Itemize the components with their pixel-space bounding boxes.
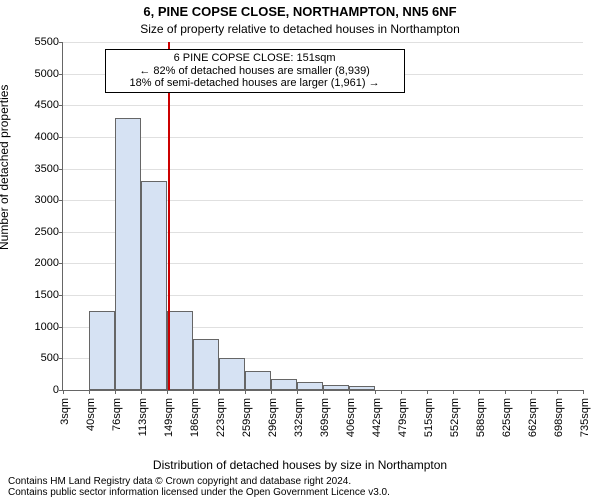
x-axis-label: Distribution of detached houses by size …	[0, 458, 600, 472]
x-tick-mark	[427, 390, 428, 394]
histogram-bar	[167, 311, 193, 390]
histogram-bar	[89, 311, 115, 390]
y-tick-label: 3000	[35, 194, 63, 206]
x-tick-label: 552sqm	[445, 398, 461, 437]
plot-area: 0500100015002000250030003500400045005000…	[62, 42, 583, 391]
footer-attribution: Contains HM Land Registry data © Crown c…	[8, 476, 592, 498]
y-tick-label: 2500	[35, 226, 63, 238]
chart-title: 6, PINE COPSE CLOSE, NORTHAMPTON, NN5 6N…	[0, 4, 600, 19]
chart-subtitle: Size of property relative to detached ho…	[0, 22, 600, 36]
x-tick-mark	[141, 390, 142, 394]
x-tick-label: 369sqm	[315, 398, 331, 437]
x-tick-mark	[505, 390, 506, 394]
x-tick-mark	[89, 390, 90, 394]
y-axis-label: Number of detached properties	[0, 85, 11, 250]
x-tick-label: 698sqm	[549, 398, 565, 437]
x-tick-mark	[63, 390, 64, 394]
x-tick-label: 515sqm	[419, 398, 435, 437]
x-tick-label: 625sqm	[497, 398, 513, 437]
x-tick-label: 442sqm	[367, 398, 383, 437]
y-tick-label: 500	[41, 352, 63, 364]
chart-container: 6, PINE COPSE CLOSE, NORTHAMPTON, NN5 6N…	[0, 0, 600, 500]
y-tick-label: 2000	[35, 257, 63, 269]
x-tick-label: 296sqm	[263, 398, 279, 437]
histogram-bar	[245, 371, 271, 390]
x-tick-mark	[349, 390, 350, 394]
y-tick-label: 1000	[35, 321, 63, 333]
grid-line	[63, 42, 583, 43]
x-tick-label: 149sqm	[159, 398, 175, 437]
histogram-bar	[323, 385, 349, 390]
x-tick-mark	[193, 390, 194, 394]
x-tick-mark	[401, 390, 402, 394]
histogram-bar	[193, 339, 219, 390]
grid-line	[63, 137, 583, 138]
x-tick-mark	[479, 390, 480, 394]
x-tick-mark	[271, 390, 272, 394]
x-tick-mark	[375, 390, 376, 394]
x-tick-label: 406sqm	[341, 398, 357, 437]
x-tick-mark	[115, 390, 116, 394]
property-marker-line	[168, 42, 170, 390]
annotation-line-2: ← 82% of detached houses are smaller (8,…	[110, 65, 400, 78]
x-tick-label: 113sqm	[133, 398, 149, 436]
y-tick-label: 5000	[35, 68, 63, 80]
histogram-bar	[349, 386, 375, 390]
histogram-bar	[219, 358, 245, 390]
x-tick-label: 3sqm	[55, 398, 71, 425]
grid-line	[63, 105, 583, 106]
y-tick-label: 1500	[35, 289, 63, 301]
x-tick-mark	[219, 390, 220, 394]
x-tick-mark	[531, 390, 532, 394]
annotation-box: 6 PINE COPSE CLOSE: 151sqm← 82% of detac…	[105, 49, 405, 93]
x-tick-label: 76sqm	[107, 398, 123, 431]
y-tick-label: 5500	[35, 36, 63, 48]
x-tick-mark	[245, 390, 246, 394]
x-tick-label: 259sqm	[237, 398, 253, 437]
x-tick-label: 186sqm	[185, 398, 201, 437]
annotation-line-3: 18% of semi-detached houses are larger (…	[110, 77, 400, 90]
histogram-bar	[297, 382, 323, 390]
footer-line-1: Contains HM Land Registry data © Crown c…	[8, 476, 592, 487]
histogram-bar	[141, 181, 167, 390]
x-tick-label: 588sqm	[471, 398, 487, 437]
y-tick-label: 4000	[35, 131, 63, 143]
y-tick-label: 3500	[35, 163, 63, 175]
x-tick-mark	[583, 390, 584, 394]
x-tick-label: 479sqm	[393, 398, 409, 437]
footer-line-2: Contains public sector information licen…	[8, 487, 592, 498]
x-tick-label: 223sqm	[211, 398, 227, 437]
x-tick-label: 40sqm	[81, 398, 97, 431]
x-tick-mark	[557, 390, 558, 394]
y-tick-label: 4500	[35, 99, 63, 111]
x-tick-label: 735sqm	[575, 398, 591, 437]
y-tick-label: 0	[53, 384, 63, 396]
histogram-bar	[271, 379, 297, 390]
x-tick-label: 662sqm	[523, 398, 539, 437]
annotation-line-1: 6 PINE COPSE CLOSE: 151sqm	[110, 52, 400, 65]
x-tick-label: 332sqm	[289, 398, 305, 437]
x-tick-mark	[297, 390, 298, 394]
grid-line	[63, 169, 583, 170]
x-tick-mark	[323, 390, 324, 394]
x-tick-mark	[453, 390, 454, 394]
histogram-bar	[115, 118, 141, 390]
x-tick-mark	[167, 390, 168, 394]
